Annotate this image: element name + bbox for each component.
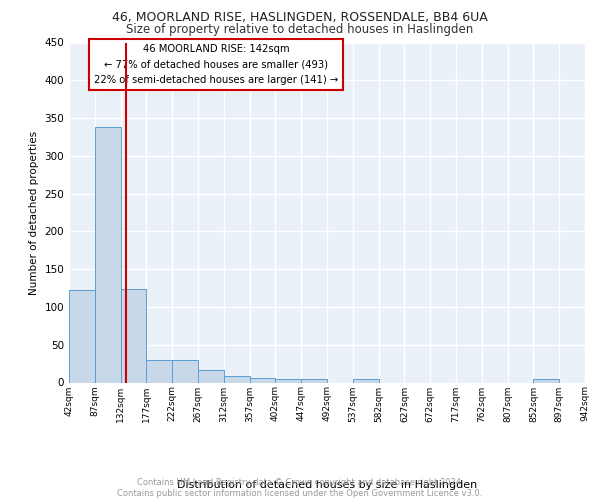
Bar [224, 376, 250, 382]
Bar [69, 290, 95, 382]
X-axis label: Distribution of detached houses by size in Haslingden: Distribution of detached houses by size … [177, 480, 477, 490]
Bar [121, 289, 146, 382]
Text: Contains HM Land Registry data © Crown copyright and database right 2024.
Contai: Contains HM Land Registry data © Crown c… [118, 478, 482, 498]
Bar [146, 360, 172, 382]
Bar [353, 378, 379, 382]
Bar [250, 378, 275, 382]
Bar [275, 380, 301, 382]
Bar [198, 370, 224, 382]
Text: Size of property relative to detached houses in Haslingden: Size of property relative to detached ho… [127, 22, 473, 36]
Bar [301, 380, 327, 382]
Text: 46 MOORLAND RISE: 142sqm
← 77% of detached houses are smaller (493)
22% of semi-: 46 MOORLAND RISE: 142sqm ← 77% of detach… [94, 44, 338, 86]
Text: 46, MOORLAND RISE, HASLINGDEN, ROSSENDALE, BB4 6UA: 46, MOORLAND RISE, HASLINGDEN, ROSSENDAL… [112, 11, 488, 24]
Y-axis label: Number of detached properties: Number of detached properties [29, 130, 39, 294]
Bar [533, 378, 559, 382]
Bar [95, 127, 121, 382]
Bar [172, 360, 198, 382]
